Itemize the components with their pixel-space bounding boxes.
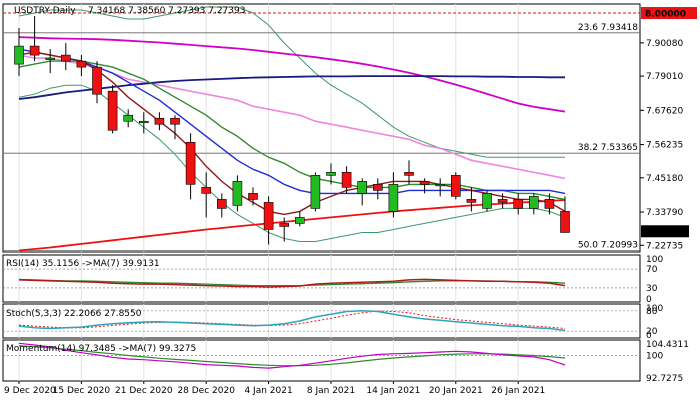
x-tick-label: 21 Dec 2020 bbox=[115, 386, 173, 396]
rsi-line bbox=[18, 278, 566, 288]
bear-candle bbox=[217, 199, 227, 209]
momentum-tick-label: 100 bbox=[646, 352, 663, 362]
axis-labels: 7.27393 7.90080 7.79010 7.67620 7.56235 7.451… bbox=[4, 39, 689, 396]
panel-frame bbox=[2, 303, 641, 339]
stoch-d-line bbox=[18, 310, 566, 329]
panel-frame bbox=[2, 254, 641, 303]
stoch-tick-label: 80 bbox=[646, 307, 658, 317]
x-tick-label: 26 Jan 2021 bbox=[491, 386, 545, 396]
bear-candle bbox=[404, 172, 414, 176]
momentum-line bbox=[18, 342, 566, 369]
bear-candle bbox=[185, 141, 196, 185]
bollinger-upper-line bbox=[18, 6, 565, 158]
bear-candle bbox=[560, 211, 570, 233]
y-tick-label: 7.22735 bbox=[646, 241, 683, 251]
y-tick-label: 7.33790 bbox=[646, 208, 683, 218]
navy-ma-line bbox=[18, 75, 565, 100]
bear-candle bbox=[372, 184, 383, 191]
x-tick-label: 14 Jan 2021 bbox=[366, 386, 420, 396]
bear-candle bbox=[248, 193, 258, 200]
momentum-tick-label: 92.7275 bbox=[646, 374, 683, 384]
bear-candle bbox=[60, 54, 71, 62]
fib-level-label: 50.0 7.20993 bbox=[578, 241, 638, 251]
stoch-header: Stoch(5,3,3) 22.2066 27.8550 bbox=[6, 309, 142, 319]
bull-candle bbox=[294, 217, 305, 224]
y-tick-label: 7.90080 bbox=[646, 39, 683, 49]
x-tick-label: 28 Dec 2020 bbox=[177, 386, 235, 396]
bull-candle bbox=[388, 184, 399, 212]
x-tick-label: 8 Jan 2021 bbox=[307, 386, 355, 396]
bull-candle bbox=[139, 120, 149, 124]
bear-candle bbox=[29, 45, 40, 56]
y-tick-label: 7.45180 bbox=[646, 174, 683, 184]
last-price-label: 7.27393 bbox=[644, 228, 681, 238]
x-tick-label: 20 Jan 2021 bbox=[429, 386, 483, 396]
indicator-lines bbox=[18, 6, 566, 252]
bear-candle bbox=[170, 117, 180, 125]
resistance-tag bbox=[641, 7, 697, 20]
bear-candle bbox=[497, 199, 508, 203]
rsi-tick-label: 70 bbox=[646, 265, 658, 275]
fib-levels: 23.6 7.93418 38.2 7.53365 50.0 7.20993 8.00… bbox=[3, 7, 697, 251]
bull-candle bbox=[310, 175, 321, 209]
candles bbox=[14, 16, 570, 245]
bear-candle bbox=[92, 66, 102, 95]
symbol-label: USDTRY,Daily bbox=[14, 6, 76, 16]
y-tick-label: 7.56235 bbox=[646, 141, 683, 151]
stoch-tick-label: 0 bbox=[646, 331, 652, 341]
stoch-tick-label: 100 bbox=[646, 304, 663, 314]
bear-candle bbox=[450, 175, 461, 197]
bear-candle bbox=[466, 199, 477, 203]
bull-candle bbox=[232, 181, 243, 206]
red-ma-line bbox=[18, 199, 566, 252]
bear-candle bbox=[419, 181, 430, 185]
last-price-tag bbox=[641, 225, 689, 238]
momentum-header: Momentum(14) 97.3485 ->MA(7) 99.3275 bbox=[6, 344, 196, 354]
rsi-tick-label: 100 bbox=[646, 255, 663, 265]
bear-candle bbox=[107, 90, 118, 131]
rsi-header: RSI(14) 35.1156 ->MA(7) 39.9131 bbox=[6, 259, 160, 269]
bear-candle bbox=[513, 199, 524, 209]
bull-candle bbox=[528, 196, 539, 209]
x-tick-label: 4 Jan 2021 bbox=[244, 386, 292, 396]
bull-candle bbox=[45, 57, 56, 60]
momentum-tick-label: 104.4311 bbox=[646, 340, 689, 350]
bear-candle bbox=[154, 117, 165, 125]
panel-frames bbox=[2, 3, 641, 382]
bear-candle bbox=[76, 60, 87, 68]
bull-candle bbox=[435, 184, 446, 187]
y-tick-label: 7.79010 bbox=[646, 72, 683, 82]
bear-candle bbox=[341, 172, 352, 188]
fib-level-label: 38.2 7.53365 bbox=[578, 143, 638, 153]
stoch-tick-label: 20 bbox=[646, 327, 658, 337]
bear-candle bbox=[201, 187, 211, 194]
rsi-tick-label: 30 bbox=[646, 284, 658, 294]
stoch-k-line bbox=[18, 310, 566, 332]
bull-candle bbox=[357, 181, 368, 194]
bear-candle bbox=[263, 202, 274, 230]
magenta-ma-line bbox=[18, 36, 566, 113]
x-tick-label: 9 Dec 2020 bbox=[4, 386, 56, 396]
y-tick-label: 7.67620 bbox=[646, 106, 683, 116]
panel-frame bbox=[2, 339, 641, 382]
bear-candle bbox=[279, 223, 290, 227]
bull-candle bbox=[482, 193, 492, 209]
bull-candle bbox=[123, 114, 133, 122]
green-ma-line bbox=[18, 60, 566, 201]
bull-candle bbox=[326, 172, 336, 176]
ohlc-label: 7.34168 7.38560 7.27393 7.27393 bbox=[88, 6, 245, 16]
bear-candle bbox=[544, 199, 555, 209]
bull-candle bbox=[14, 45, 24, 65]
fib-level-label: 23.6 7.93418 bbox=[578, 23, 638, 33]
x-tick-label: 15 Dec 2020 bbox=[53, 386, 111, 396]
resistance-tag-label: 8.00000 bbox=[645, 10, 686, 20]
panel-frame bbox=[2, 3, 641, 253]
brown-ma-line bbox=[18, 51, 566, 216]
rsi-tick-label: 0 bbox=[646, 295, 652, 305]
